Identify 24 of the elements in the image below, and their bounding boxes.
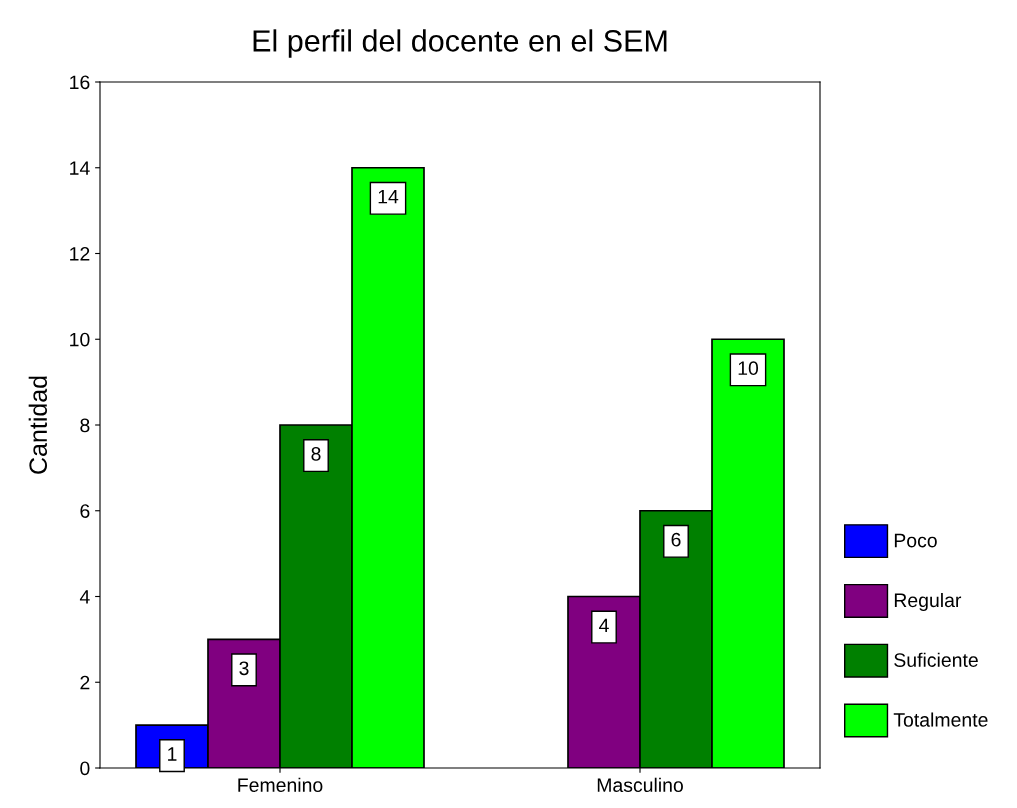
y-tick-label: 12	[70, 246, 90, 261]
data-label: 6	[671, 532, 681, 547]
x-tick-label: Femenino	[238, 777, 323, 792]
y-tick-label: 2	[80, 675, 90, 690]
y-tick-label: 16	[70, 75, 90, 90]
data-label: 4	[599, 618, 609, 633]
y-tick-label: 14	[70, 161, 90, 175]
y-tick-label: 4	[79, 590, 90, 604]
legend-label: Regular	[894, 592, 962, 612]
x-tick-label: Masculino	[597, 777, 683, 792]
y-tick-label: 6	[80, 504, 90, 518]
data-label: 10	[738, 361, 759, 376]
data-label: 3	[239, 661, 249, 676]
legend-label: Poco	[894, 533, 937, 548]
data-label: 1	[168, 747, 177, 761]
y-axis-title: Cantidad	[28, 376, 48, 474]
y-tick-label: 8	[80, 418, 90, 433]
data-label: 8	[311, 447, 321, 461]
y-tick-label: 10	[70, 332, 90, 347]
y-tick-label: 0	[80, 761, 90, 776]
legend-label: Totalmente	[893, 712, 988, 727]
legend-label: Suficiente	[894, 652, 978, 667]
chart-title: El perfil del docente en el SEM	[253, 29, 667, 58]
data-label: 14	[378, 189, 399, 204]
